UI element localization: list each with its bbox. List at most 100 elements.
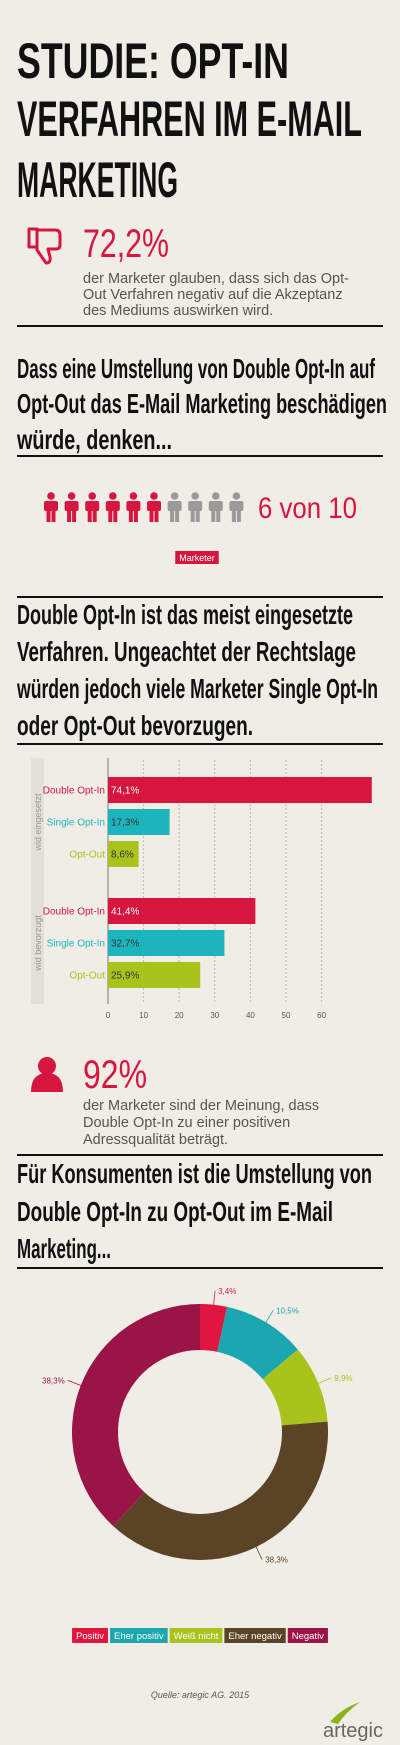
- body: [85, 501, 100, 511]
- group-label: wid bevorzugt: [33, 915, 43, 972]
- category-label: Single Opt-In: [47, 818, 105, 829]
- legend-box: [169, 1628, 223, 1643]
- head: [212, 492, 220, 500]
- head: [67, 492, 76, 500]
- legend-label: Negativ: [292, 1631, 324, 1642]
- head: [88, 492, 96, 500]
- person-icon: [208, 492, 223, 522]
- leader-line: [263, 1310, 274, 1326]
- leg: [87, 510, 92, 522]
- category-label: Opt-Out: [69, 971, 105, 982]
- leg: [170, 510, 175, 522]
- group-label: wid eingesetzt: [33, 793, 43, 852]
- x-tick-label: 60: [317, 1011, 326, 1020]
- x-tick-label: 30: [210, 1011, 219, 1020]
- logo: artegic: [323, 1720, 383, 1742]
- value-label: 10,5%: [276, 1306, 299, 1315]
- bar: [108, 930, 225, 956]
- heading-line: Marketing...: [17, 1233, 111, 1264]
- head: [129, 492, 138, 500]
- value-label: 8,6%: [111, 850, 134, 861]
- heading-line: Double Opt-In ist das meist eingesetzte: [17, 599, 353, 630]
- leg: [46, 510, 51, 522]
- leg: [72, 510, 77, 522]
- value-label: 9,9%: [334, 1374, 352, 1383]
- leg: [216, 510, 221, 522]
- person-icon: [64, 492, 79, 522]
- leg: [231, 510, 236, 522]
- category-label: Single Opt-In: [47, 939, 105, 950]
- group-strip: [31, 758, 44, 1004]
- heading-line: Für Konsumenten ist die Umstellung von: [17, 1158, 372, 1189]
- leg: [154, 510, 159, 522]
- value-label: 3,4%: [218, 1287, 236, 1296]
- x-tick-label: 0: [106, 1011, 111, 1020]
- legend-box: [224, 1628, 286, 1643]
- head: [232, 492, 241, 500]
- legend-box: [287, 1628, 328, 1643]
- leg: [190, 510, 195, 522]
- x-tick-label: 20: [175, 1011, 184, 1020]
- leg: [236, 510, 241, 522]
- body: [126, 501, 141, 511]
- value-label: 32,7%: [111, 939, 139, 950]
- leg: [149, 510, 154, 522]
- person-icon: [44, 492, 58, 522]
- body: [208, 501, 223, 511]
- person-icon: [85, 492, 100, 522]
- x-tick-label: 10: [139, 1011, 148, 1020]
- leg: [92, 510, 97, 522]
- person-icon: [105, 492, 120, 522]
- stat-text: Adressqualität beträgt.: [83, 1132, 228, 1148]
- body: [167, 501, 182, 511]
- value-label: 41,4%: [111, 907, 139, 918]
- logo-swoosh: [330, 1702, 360, 1724]
- head: [170, 492, 179, 500]
- category-label: Double Opt-In: [43, 907, 105, 918]
- body: [64, 501, 79, 511]
- person-icon: [31, 1057, 63, 1092]
- leg: [175, 510, 180, 522]
- leg: [195, 510, 200, 522]
- head: [109, 492, 117, 500]
- pictogram-value: 6 von 10: [258, 492, 357, 525]
- leg: [113, 510, 118, 522]
- title-line: VERFAHREN IM E-MAIL: [17, 91, 362, 147]
- donut-slice: [262, 1349, 328, 1426]
- thumb-down-icon: [27, 227, 62, 265]
- title-line: MARKETING: [17, 152, 178, 208]
- leg: [133, 510, 138, 522]
- donut-slice: [200, 1304, 228, 1352]
- heading-line: oder Opt-Out bevorzugen.: [17, 710, 253, 741]
- heading-line: Verfahren. Ungeachtet der Rechtslage: [17, 636, 356, 667]
- body: [105, 501, 120, 511]
- body: [229, 501, 244, 511]
- stat-text: Out Verfahren negativ auf die Akzeptanz: [83, 287, 343, 303]
- person-icon: [188, 492, 203, 522]
- source: Quelle: artegic AG. 2015: [151, 1690, 250, 1700]
- leg: [211, 510, 216, 522]
- stat-text: der Marketer sind der Meinung, dass: [83, 1098, 319, 1114]
- value-label: 25,9%: [111, 971, 139, 982]
- leg: [67, 510, 72, 522]
- donut-slice: [72, 1304, 200, 1527]
- stat-value: 72,2%: [83, 222, 169, 266]
- head: [191, 492, 199, 500]
- value-label: 74,1%: [111, 786, 139, 797]
- head: [47, 492, 55, 500]
- legend-label: Positiv: [76, 1631, 104, 1642]
- bar: [108, 841, 139, 867]
- leg: [128, 510, 133, 522]
- leg: [108, 510, 113, 522]
- legend-box: [110, 1628, 168, 1643]
- head: [150, 492, 158, 500]
- legend-box: [72, 1628, 109, 1643]
- value-label: 17,3%: [111, 818, 139, 829]
- donut-slice: [217, 1306, 298, 1380]
- bar: [108, 898, 256, 924]
- heading-line: würden jedoch viele Marketer Single Opt-…: [16, 673, 378, 704]
- person-icon: [229, 492, 244, 522]
- legend-label: Eher positiv: [114, 1631, 164, 1642]
